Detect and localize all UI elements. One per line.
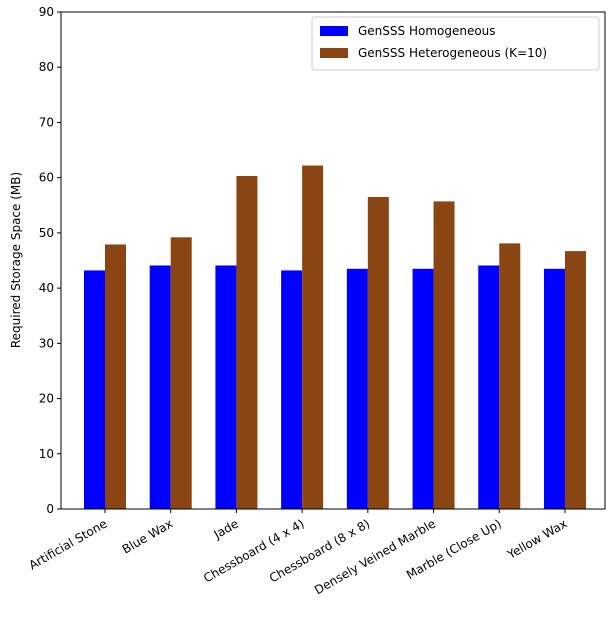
legend-box (311, 16, 600, 71)
bar-heterogeneous-1 (105, 244, 126, 510)
bar-homogeneous-3 (215, 265, 237, 509)
y-tick-label: 20 (39, 392, 54, 406)
bars-group (84, 165, 586, 510)
bar-homogeneous-4 (281, 270, 303, 509)
bar-homogeneous-1 (84, 270, 105, 509)
bar-heterogeneous-5 (367, 196, 389, 510)
y-axis: 0 10 20 30 40 50 60 70 80 90 (39, 5, 61, 516)
bar-heterogeneous-2 (170, 237, 192, 509)
legend-swatch (320, 26, 348, 36)
y-tick-label: 80 (39, 60, 54, 74)
bar-heterogeneous-6 (433, 201, 455, 509)
y-tick-label: 70 (39, 115, 54, 129)
bar-homogeneous-7 (478, 265, 500, 509)
y-tick-label: 30 (39, 336, 54, 350)
legend-swatch (320, 48, 348, 58)
legend: GenSSS Homogeneous GenSSS Heterogeneous (… (311, 16, 600, 71)
bar-heterogeneous-7 (499, 243, 521, 509)
legend-label: GenSSS Homogeneous (358, 24, 496, 38)
bar-heterogeneous-3 (236, 176, 258, 509)
bar-heterogeneous-8 (564, 251, 586, 510)
y-tick-label: 50 (39, 226, 54, 240)
bar-homogeneous-5 (346, 268, 368, 509)
y-tick-label: 40 (39, 281, 54, 295)
y-tick-label: 0 (46, 502, 54, 516)
bar-homogeneous-2 (149, 265, 171, 509)
y-axis-title: Required Storage Space (MB) (9, 172, 23, 348)
y-tick-label: 90 (39, 5, 54, 19)
bar-homogeneous-8 (543, 268, 565, 509)
bar-homogeneous-6 (412, 268, 434, 509)
plot-frame (60, 11, 606, 510)
legend-label: GenSSS Heterogeneous (K=10) (358, 46, 547, 60)
bar-heterogeneous-4 (302, 165, 324, 509)
y-tick-label: 10 (39, 447, 54, 461)
y-tick-label: 60 (39, 171, 54, 185)
